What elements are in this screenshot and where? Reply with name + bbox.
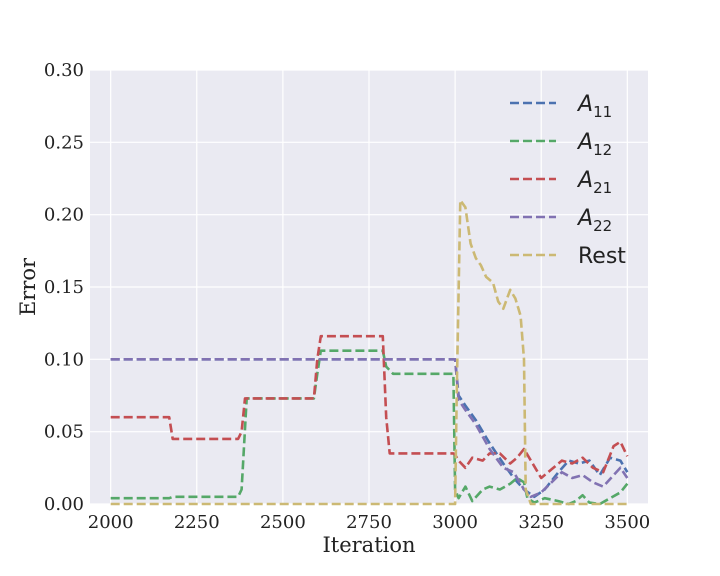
y-axis-title: Error <box>16 257 40 316</box>
legend-label: A12 <box>576 130 612 159</box>
legend: A11 A12 A21 A22 Rest <box>510 92 626 269</box>
legend-item-a21: A21 <box>510 168 612 197</box>
series-line-a22 <box>110 357 629 499</box>
y-tick-labels: 0.00 0.05 0.10 0.15 0.20 0.25 0.30 <box>44 60 84 515</box>
x-tick-label: 2250 <box>174 512 220 533</box>
series-line-a21 <box>110 334 629 480</box>
x-tick-label: 3000 <box>432 512 478 533</box>
y-tick-label: 0.00 <box>44 494 84 515</box>
series-line-rest <box>110 198 628 506</box>
legend-label: A11 <box>576 92 612 121</box>
legend-item-rest: Rest <box>510 244 626 269</box>
x-axis-title: Iteration <box>322 533 415 557</box>
x-tick-label: 3250 <box>518 512 564 533</box>
legend-item-a22: A22 <box>510 206 612 235</box>
series-lines <box>110 198 629 506</box>
legend-label: Rest <box>578 244 626 269</box>
x-tick-labels: 2000 2250 2500 2750 3000 3250 3500 <box>88 512 650 533</box>
x-tick-label: 2500 <box>260 512 306 533</box>
y-tick-label: 0.05 <box>44 422 84 443</box>
y-tick-label: 0.10 <box>44 349 84 370</box>
y-tick-label: 0.30 <box>44 60 84 81</box>
legend-item-a12: A12 <box>510 130 612 159</box>
legend-label: A21 <box>576 168 612 197</box>
y-tick-label: 0.15 <box>44 277 84 298</box>
legend-label: A22 <box>576 206 612 235</box>
y-tick-label: 0.25 <box>44 132 84 153</box>
x-tick-label: 2750 <box>346 512 392 533</box>
y-tick-label: 0.20 <box>44 205 84 226</box>
x-tick-label: 3500 <box>604 512 650 533</box>
legend-item-a11: A11 <box>510 92 612 121</box>
series-line-a11 <box>110 357 629 499</box>
x-tick-label: 2000 <box>88 512 134 533</box>
